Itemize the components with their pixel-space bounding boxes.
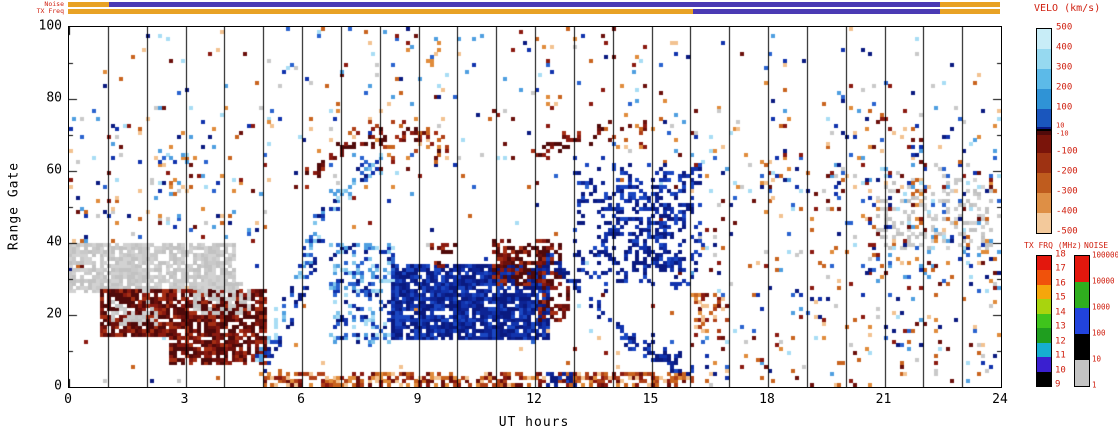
noise-colorbar [1074, 255, 1090, 387]
colorbar-segment [1037, 173, 1051, 193]
colorbar-segment [1037, 109, 1051, 127]
velocity-colorbar-tick: 100 [1056, 102, 1073, 113]
y-tick-label: 0 [54, 378, 62, 394]
colorbar-segment [1037, 299, 1051, 314]
noise-colorbar-tick: 10000 [1092, 276, 1115, 286]
txfreq-colorbar-tick: 18 [1055, 249, 1066, 260]
y-tick-label: 80 [46, 90, 62, 106]
velocity-colorbar-title: VELO (km/s) [1034, 3, 1101, 14]
colorbar-segment [1037, 213, 1051, 233]
plot-area [68, 26, 1002, 388]
x-tick-label: 21 [875, 392, 892, 407]
txfreq-colorbar-tick: 13 [1055, 321, 1066, 332]
colorbar-segment [1037, 342, 1051, 358]
colorbar-segment [1037, 193, 1051, 213]
velocity-colorbar-tick: -200 [1056, 166, 1078, 177]
colorbar-segment [1037, 131, 1051, 135]
noise-colorbar-title: NOISE [1084, 241, 1109, 250]
strip-segment [939, 9, 1000, 14]
colorbar-segment [1037, 29, 1051, 49]
strip-segment [939, 2, 1000, 7]
txfreq-colorbar-tick: 16 [1055, 278, 1066, 289]
velocity-colorbar-tick: -100 [1056, 146, 1078, 157]
strip-segment [68, 2, 109, 7]
txfreq-colorbar-tick: 15 [1055, 292, 1066, 303]
velocity-zero-line [1036, 129, 1052, 131]
colorbar-segment [1037, 153, 1051, 173]
velocity-colorbar-tick: 400 [1056, 42, 1073, 53]
colorbar-segment [1075, 308, 1089, 334]
colorbar-segment [1075, 360, 1089, 386]
velocity-colorbar-tick: 300 [1056, 62, 1073, 73]
y-tick-label: 100 [38, 18, 62, 34]
colorbar-segment [1075, 334, 1089, 360]
strip-segment [693, 9, 940, 14]
y-tick-label: 60 [46, 162, 62, 178]
noise-colorbar-tick: 1 [1092, 380, 1097, 390]
velocity-colorbar-tick: -300 [1056, 186, 1078, 197]
y-axis-title: Range Gate [6, 161, 22, 251]
x-axis-title: UT hours [498, 415, 570, 430]
noise-colorbar-tick: 10 [1092, 354, 1102, 364]
txfreq-colorbar-tick: 12 [1055, 336, 1066, 347]
velocity-colorbar-tick: -10 [1056, 129, 1069, 138]
x-tick-label: 15 [642, 392, 659, 407]
velocity-colorbar-tick: -400 [1056, 206, 1078, 217]
velocity-colorbar-tick: 200 [1056, 82, 1073, 93]
txfreq-colorbar [1036, 255, 1052, 387]
noise-colorbar-tick: 1000 [1092, 302, 1111, 312]
txfreq-colorbar-tick: 11 [1055, 350, 1066, 361]
x-tick-label: 18 [759, 392, 775, 407]
colorbar-segment [1037, 135, 1051, 153]
noise-strip-label: Noise [44, 0, 64, 8]
x-tick-label: 9 [413, 392, 422, 407]
txfreq-colorbar-tick: 10 [1055, 365, 1066, 376]
txfreq-colorbar-tick: 17 [1055, 263, 1066, 274]
velocity-colorbar-tick: 500 [1056, 22, 1073, 33]
noise-colorbar-tick: 100000 [1092, 250, 1118, 260]
x-tick-label: 24 [992, 392, 1008, 407]
x-tick-label: 0 [64, 392, 72, 407]
colorbar-segment [1075, 256, 1089, 282]
txfreq-colorbar-tick: 9 [1055, 379, 1061, 390]
colorbar-segment [1037, 256, 1051, 271]
y-tick-label: 40 [46, 234, 62, 250]
colorbar-segment [1037, 284, 1051, 300]
colorbar-segment [1037, 357, 1051, 372]
rti-data-canvas [69, 27, 1001, 387]
x-tick-label: 12 [526, 392, 542, 407]
colorbar-segment [1075, 282, 1089, 308]
strip-segment [108, 2, 940, 7]
x-tick-label: 6 [297, 392, 305, 407]
txfreq-colorbar-title: TX FRQ (MHz) [1024, 241, 1082, 250]
noise-colorbar-tick: 100 [1092, 328, 1106, 338]
colorbar-segment [1037, 49, 1051, 69]
colorbar-segment [1037, 69, 1051, 89]
velocity-colorbar [1036, 28, 1052, 234]
colorbar-segment [1037, 270, 1051, 285]
x-tick-label: 3 [180, 392, 189, 407]
colorbar-segment [1037, 371, 1051, 386]
colorbar-segment [1037, 89, 1051, 109]
txfreq-colorbar-tick: 14 [1055, 307, 1066, 318]
velocity-colorbar-tick: 10 [1056, 121, 1065, 130]
noise-indicator-strip [68, 2, 1000, 7]
strip-segment [68, 9, 694, 14]
txfreq-indicator-strip [68, 9, 1000, 14]
y-tick-label: 20 [46, 306, 62, 322]
txfreq-strip-label: TX Freq [36, 7, 64, 15]
colorbar-segment [1037, 328, 1051, 343]
velocity-colorbar-tick: -500 [1056, 226, 1078, 237]
colorbar-segment [1037, 313, 1051, 329]
